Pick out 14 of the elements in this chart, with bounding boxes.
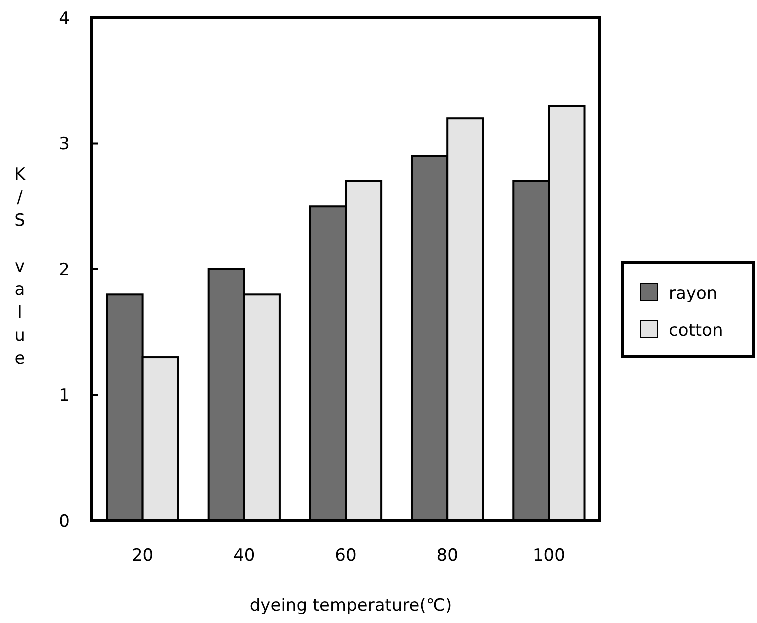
text: K/S value <box>14 165 26 369</box>
y-tick-label: 0 <box>59 512 70 532</box>
y-tick-label: 2 <box>59 260 70 280</box>
x-tick-label: 60 <box>335 546 357 566</box>
legend-label: rayon <box>669 284 718 304</box>
x-tick-label: 100 <box>532 546 566 566</box>
x-tick-label: 80 <box>436 546 458 566</box>
x-tick-label: 40 <box>234 546 256 566</box>
y-tick-label: 1 <box>59 386 70 406</box>
x-axis-title: dyeing temperature(℃) <box>250 596 452 616</box>
x-tick-label: 20 <box>132 546 154 566</box>
y-tick-label: 3 <box>59 134 70 155</box>
y-tick-label: 4 <box>59 8 70 29</box>
legend-label: cotton <box>669 320 724 341</box>
